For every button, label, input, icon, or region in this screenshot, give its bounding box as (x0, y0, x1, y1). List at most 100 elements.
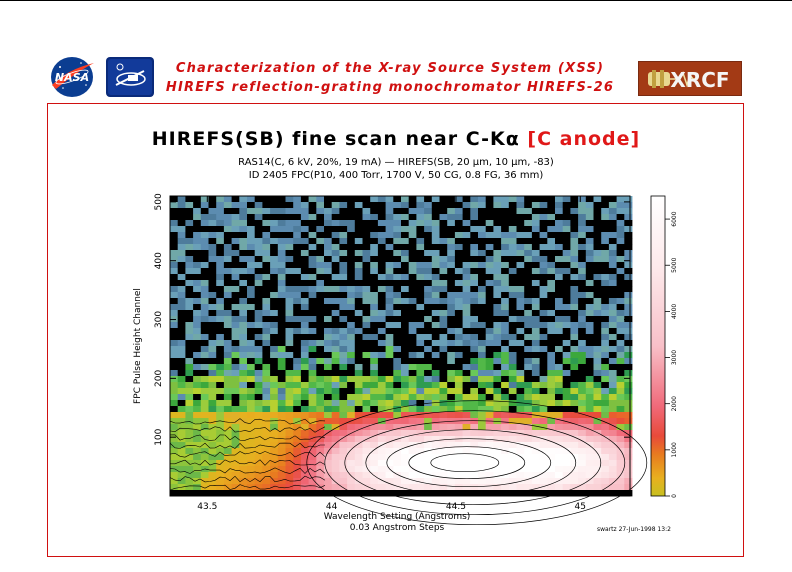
heatmap-cell (231, 406, 240, 413)
heatmap-cell (223, 340, 232, 347)
heatmap-cell (585, 412, 594, 419)
heatmap-cell (300, 448, 309, 455)
heatmap-cell (401, 214, 410, 221)
heatmap-cell (570, 196, 579, 203)
heatmap-cell (478, 208, 487, 215)
heatmap-cell (462, 484, 471, 491)
heatmap-cell (270, 436, 279, 443)
heatmap-cell (393, 214, 402, 221)
heatmap-cell (524, 490, 533, 497)
heatmap-cell (385, 262, 394, 269)
heatmap-cell (570, 484, 579, 491)
heatmap-cell (470, 442, 479, 449)
heatmap-cell (316, 454, 325, 461)
heatmap-cell (247, 304, 256, 311)
colorbar-tick-label: 4000 (671, 304, 678, 319)
heatmap-cell (177, 460, 186, 467)
heatmap-cell (270, 322, 279, 329)
heatmap-cell (547, 322, 556, 329)
heatmap-cell (285, 232, 294, 239)
heatmap-cell (578, 352, 587, 359)
heatmap-cell (539, 286, 548, 293)
heatmap-cell (247, 220, 256, 227)
heatmap-cell (354, 430, 363, 437)
heatmap-cell (447, 382, 456, 389)
heatmap-cell (216, 226, 225, 233)
heatmap-cell (547, 346, 556, 353)
heatmap-cell (585, 250, 594, 257)
heatmap-cell (585, 238, 594, 245)
heatmap-cell (493, 364, 502, 371)
heatmap-cell (247, 244, 256, 251)
heatmap-cell (247, 490, 256, 497)
heatmap-cell (370, 376, 379, 383)
heatmap-cell (570, 436, 579, 443)
heatmap-cell (216, 376, 225, 383)
heatmap-cell (616, 340, 625, 347)
heatmap-cell (431, 436, 440, 443)
heatmap-cell (216, 274, 225, 281)
heatmap-cell (331, 376, 340, 383)
heatmap-cell (447, 280, 456, 287)
heatmap-cell (308, 472, 317, 479)
contour-line (169, 426, 326, 433)
heatmap-cell (270, 310, 279, 317)
heatmap-cell (608, 466, 617, 473)
heatmap-cell (254, 358, 263, 365)
heatmap-cell (447, 490, 456, 497)
heatmap-cell (270, 358, 279, 365)
heatmap-cell (401, 430, 410, 437)
heatmap-cell (585, 196, 594, 203)
heatmap-cell (393, 310, 402, 317)
heatmap-cell (324, 424, 333, 431)
heatmap-cell (401, 274, 410, 281)
heatmap-cell (408, 298, 417, 305)
heatmap-cell (216, 208, 225, 215)
heatmap-cell (601, 280, 610, 287)
heatmap-cell (508, 412, 517, 419)
heatmap-cell (285, 214, 294, 221)
heatmap-cell (200, 406, 209, 413)
heatmap-cell (447, 298, 456, 305)
heatmap-cell (485, 466, 494, 473)
heatmap-cell (608, 328, 617, 335)
heatmap-cell (339, 214, 348, 221)
header-line-1: Characterization of the X-ray Source Sys… (175, 61, 605, 76)
heatmap-cell (239, 274, 248, 281)
x-axis-label: Wavelength Setting (Angstroms) (324, 512, 471, 522)
heatmap-cell (200, 370, 209, 377)
heatmap-cell (231, 490, 240, 497)
heatmap-cell (401, 316, 410, 323)
heatmap-cell (200, 460, 209, 467)
heatmap-cell (385, 208, 394, 215)
heatmap-cell (401, 340, 410, 347)
heatmap-cell (593, 226, 602, 233)
heatmap-cell (547, 418, 556, 425)
y-tick-label: 100 (154, 428, 164, 445)
heatmap-cell (331, 250, 340, 257)
heatmap-cell (547, 292, 556, 299)
heatmap-cell (247, 418, 256, 425)
heatmap-cell (408, 388, 417, 395)
heatmap-cell (354, 316, 363, 323)
heatmap-cell (439, 322, 448, 329)
heatmap-cell (393, 220, 402, 227)
heatmap-cell (562, 322, 571, 329)
heatmap-cell (216, 256, 225, 263)
heatmap-cell (416, 226, 425, 233)
heatmap-cell (370, 286, 379, 293)
heatmap-cell (324, 250, 333, 257)
heatmap-cell (624, 412, 633, 419)
heatmap-cell (262, 472, 271, 479)
heatmap-cell (485, 274, 494, 281)
heatmap-cell (177, 358, 186, 365)
heatmap-cell (508, 478, 517, 485)
heatmap-cell (254, 484, 263, 491)
heatmap-cell (377, 328, 386, 335)
heatmap-cell (354, 286, 363, 293)
heatmap-cell (608, 484, 617, 491)
heatmap-cell (601, 364, 610, 371)
heatmap-cell (300, 478, 309, 485)
heatmap-cell (393, 340, 402, 347)
heatmap-cell (385, 304, 394, 311)
